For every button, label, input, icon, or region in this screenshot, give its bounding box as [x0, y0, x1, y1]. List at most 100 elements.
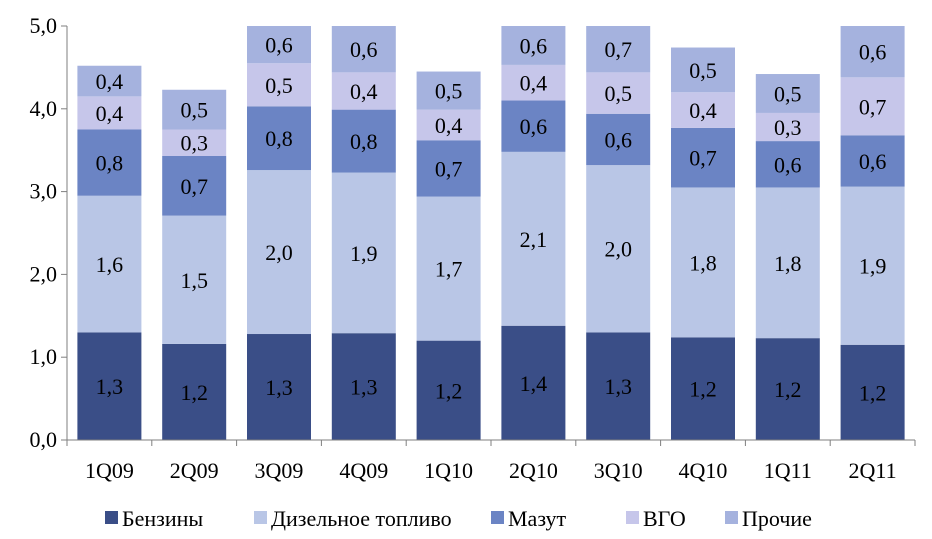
bar-segment [77, 65, 142, 97]
bar-segment [671, 47, 735, 93]
data-label: 1,8 [689, 250, 717, 275]
data-label: 1,2 [435, 378, 463, 403]
data-label: 1,9 [859, 254, 887, 279]
legend-label: Мазут [508, 506, 567, 531]
bar-segment [77, 129, 142, 196]
x-tick-label: 4Q09 [339, 458, 388, 483]
data-label: 0,3 [774, 115, 802, 140]
bar-segment [501, 151, 566, 326]
bar-segment [247, 334, 311, 440]
bar-segment [416, 340, 481, 440]
bar-segment [77, 332, 142, 440]
bar-segment [162, 343, 227, 440]
x-tick-label: 1Q11 [764, 458, 812, 483]
data-label: 1,4 [520, 371, 548, 396]
bar-segment [162, 215, 227, 344]
bar-segment [671, 187, 735, 338]
bar-segment [586, 26, 651, 73]
data-label: 2,0 [604, 237, 632, 262]
bar-segment [162, 129, 227, 156]
data-label: 0,5 [435, 79, 463, 104]
data-label: 1,2 [180, 380, 208, 405]
bar-segment [840, 26, 905, 78]
data-label: 0,7 [859, 94, 887, 119]
y-axis: 0,0 1,0 2,0 3,0 4,0 5,0 [30, 13, 68, 452]
x-tick-label: 1Q09 [85, 458, 134, 483]
bar-segment [247, 170, 311, 335]
data-label: 2,1 [520, 227, 548, 252]
legend-swatch [254, 511, 267, 524]
bar-segment [501, 26, 566, 65]
y-tick-label: 5,0 [30, 13, 58, 38]
data-label: 0,5 [689, 58, 717, 83]
bar-segment [331, 26, 396, 73]
legend-label: Прочие [742, 506, 812, 531]
bar-segment [755, 338, 820, 440]
bar-segment [247, 63, 311, 107]
bar-segment [416, 196, 481, 341]
data-label: 0,4 [96, 101, 124, 126]
data-label: 0,5 [604, 81, 632, 106]
bar-segment [840, 344, 905, 440]
data-label: 0,6 [774, 152, 802, 177]
y-tick-label: 0,0 [30, 427, 58, 452]
data-label: 0,7 [435, 156, 463, 181]
data-label: 0,6 [859, 149, 887, 174]
bar-segment [671, 337, 735, 440]
data-label: 0,3 [180, 131, 208, 156]
bar-segment [77, 195, 142, 333]
data-label: 0,7 [689, 146, 717, 171]
legend-swatch [725, 511, 738, 524]
data-label: 0,4 [435, 113, 463, 138]
data-label: 0,4 [350, 79, 378, 104]
data-label: 0,7 [180, 174, 208, 199]
y-tick-label: 1,0 [30, 344, 58, 369]
bar-segment [331, 333, 396, 440]
bar-segment [755, 112, 820, 142]
data-label: 2,0 [265, 240, 293, 265]
x-tick-label: 3Q09 [255, 458, 304, 483]
data-label: 0,6 [859, 40, 887, 65]
data-label: 1,2 [689, 377, 717, 402]
data-label: 0,5 [265, 73, 293, 98]
data-label: 0,7 [604, 37, 632, 62]
legend-swatch [491, 511, 504, 524]
bar-segment [586, 165, 651, 333]
data-label: 0,6 [604, 127, 632, 152]
data-label: 1,5 [180, 268, 208, 293]
bar-segment [331, 72, 396, 110]
x-tick-label: 4Q10 [679, 458, 728, 483]
y-tick-label: 4,0 [30, 96, 58, 121]
data-label: 0,4 [689, 98, 717, 123]
bar-segment [501, 64, 566, 101]
bar-segment [247, 26, 311, 64]
data-label: 1,2 [859, 380, 887, 405]
data-label: 0,8 [265, 126, 293, 151]
bar-segment [162, 155, 227, 216]
bar-segment [840, 186, 905, 345]
data-label: 0,5 [774, 81, 802, 106]
bar-segment [416, 109, 481, 141]
legend-label: Дизельное топливо [271, 506, 452, 531]
bar-segment [77, 96, 142, 130]
data-label: 0,8 [96, 151, 124, 176]
bar-segment [586, 332, 651, 440]
data-label: 1,6 [96, 252, 124, 277]
bar-segment [671, 92, 735, 128]
data-label: 1,3 [604, 374, 632, 399]
y-tick-label: 2,0 [30, 261, 58, 286]
x-tick-label: 3Q10 [594, 458, 643, 483]
legend-swatch [105, 511, 118, 524]
x-tick-label: 2Q11 [849, 458, 897, 483]
bar-segment [416, 71, 481, 110]
x-tick-label: 2Q10 [509, 458, 558, 483]
bars: 1,3 1,6 0,8 0,4 0,4 1,2 1,5 0,7 0,3 0,5 1,3 2,0 0,8 0… [77, 26, 905, 440]
data-label: 1,3 [96, 374, 124, 399]
bar-segment [755, 141, 820, 188]
bar-segment [331, 109, 396, 173]
bar-segment [840, 135, 905, 187]
x-axis: 1Q09 2Q09 3Q09 4Q09 1Q10 2Q10 3Q10 4Q10 1Q11 2Q11 [66, 439, 916, 483]
legend-label: Бензины [122, 506, 203, 531]
data-label: 0,6 [520, 114, 548, 139]
